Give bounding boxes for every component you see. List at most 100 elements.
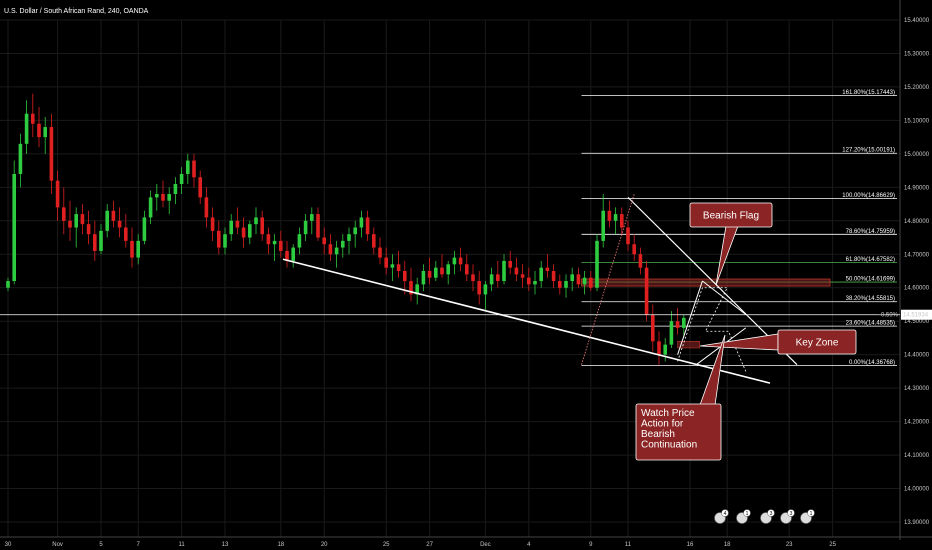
candle: [37, 107, 41, 148]
fib-level-label: 50.00%(14.61699): [846, 277, 895, 283]
candle: [117, 207, 122, 238]
candle: [440, 254, 444, 278]
candle-body: [272, 240, 277, 245]
candle-body: [328, 244, 333, 255]
x-tick-label: Nov: [52, 542, 63, 548]
candle-body: [440, 267, 444, 275]
candle-body: [527, 277, 531, 285]
y-tick-label: 15.30000: [904, 51, 930, 57]
chart-title: U.S. Dollar / South African Rand, 240, O…: [4, 8, 149, 15]
candle-body: [471, 274, 475, 282]
candle: [527, 267, 531, 292]
candle-body: [409, 281, 413, 295]
key-zone-box: [677, 340, 700, 349]
candle-body: [545, 267, 550, 271]
y-tick-label: 14.30000: [904, 386, 930, 392]
candle-body: [508, 260, 512, 268]
candle: [254, 207, 258, 235]
candle: [68, 200, 72, 241]
candle: [130, 227, 134, 268]
candle: [626, 220, 630, 251]
candle-body: [117, 220, 122, 228]
candle-body: [155, 194, 159, 198]
candle-body: [421, 271, 426, 285]
candle: [669, 311, 674, 348]
candle: [483, 281, 488, 312]
candle: [415, 277, 419, 305]
candle: [347, 227, 351, 255]
y-tick-label: 14.20000: [904, 420, 930, 426]
candle-body: [130, 240, 134, 258]
callout-box: [777, 329, 857, 355]
candle-body: [465, 264, 469, 275]
candle-body: [198, 177, 202, 198]
candle-body: [341, 240, 345, 248]
flag-pole-left: [677, 280, 703, 355]
event-flag-badge: [807, 509, 815, 517]
y-tick-label: 15.40000: [904, 18, 930, 24]
event-flag-badge: [767, 509, 775, 517]
candle-body: [217, 230, 221, 248]
event-flag-badge: [787, 509, 795, 517]
candle-body: [24, 113, 29, 144]
candle: [241, 217, 246, 248]
event-flag: 3: [780, 509, 795, 524]
candle-body: [446, 264, 450, 275]
candle-body: [179, 173, 184, 184]
candle: [489, 267, 494, 292]
candle-body: [601, 210, 605, 241]
candle-body: [49, 127, 54, 181]
fib-level-label: 161.80%(15.17443): [842, 90, 895, 96]
candle-body: [291, 247, 295, 261]
candle-body: [111, 210, 116, 221]
candle: [322, 227, 326, 255]
candle: [148, 190, 153, 225]
candle: [576, 267, 581, 288]
fib-level-label: 100.00%(14.86629): [842, 193, 895, 199]
candle: [533, 271, 537, 295]
candle-body: [353, 227, 357, 235]
candle-body: [576, 274, 581, 285]
callout-text: Bearish Flag: [703, 211, 759, 222]
candle: [204, 187, 209, 228]
candle: [310, 207, 314, 235]
x-axis: 30 Nov 5 7 11 13 18 20 25 27 Dec 4 9 11 16 18 23 25: [0, 536, 932, 548]
candle: [589, 271, 593, 292]
candle-body: [551, 271, 556, 282]
y-tick-label: 14.90000: [904, 185, 930, 191]
fib-level-label: 0.00%(14.36768): [849, 360, 895, 366]
x-tick-label: 4: [527, 542, 531, 548]
candle-body: [322, 237, 326, 245]
callout-text: Bearish: [641, 429, 675, 440]
candle-body: [607, 210, 612, 221]
candle-body: [235, 220, 240, 228]
candle: [272, 234, 277, 261]
candle-body: [12, 173, 16, 282]
event-flag-count: 1: [810, 511, 813, 517]
candle: [18, 133, 23, 188]
candle: [657, 331, 661, 365]
event-flag-badge: [721, 509, 729, 517]
x-tick-label: 18: [277, 542, 284, 548]
fib-level-label: 61.80%(14.67582): [846, 257, 895, 263]
candle: [31, 93, 35, 138]
candle-body: [589, 277, 593, 288]
candle: [638, 247, 643, 275]
event-flag: 3: [760, 509, 775, 524]
event-flag: 4: [714, 509, 729, 524]
candle: [235, 207, 240, 235]
candle: [179, 167, 184, 195]
candle-body: [682, 317, 686, 328]
candle-body: [62, 207, 66, 221]
candle-body: [496, 274, 500, 282]
candle: [86, 210, 91, 245]
candle-body: [502, 260, 506, 282]
y-tick-label: 14.70000: [904, 252, 930, 258]
candle: [260, 210, 264, 241]
candle-body: [644, 267, 649, 315]
candle-body: [403, 271, 407, 282]
candle: [229, 214, 233, 241]
callout-text: Key Zone: [796, 338, 839, 349]
candle-body: [142, 217, 147, 241]
